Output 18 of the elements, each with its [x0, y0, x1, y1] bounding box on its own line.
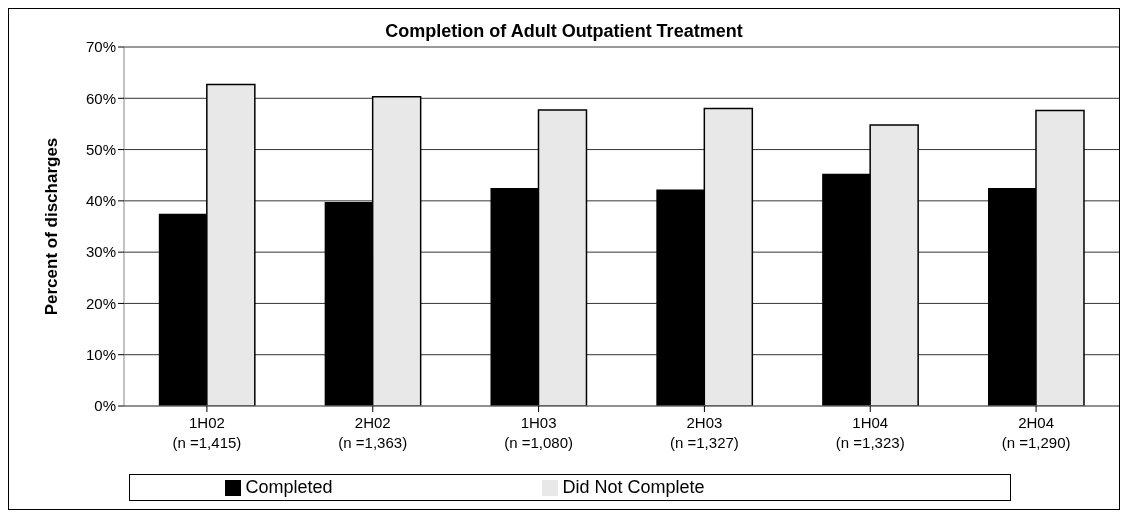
- legend-label: Completed: [245, 477, 333, 497]
- y-tick-label: 60%: [85, 89, 116, 107]
- x-tick-label: 2H02 (n =1,363): [338, 414, 408, 451]
- y-tick-label: 30%: [85, 243, 116, 261]
- chart-title: Completion of Adult Outpatient Treatment: [385, 21, 743, 41]
- y-tick-label: 0%: [94, 397, 116, 415]
- y-tick-label: 40%: [85, 192, 116, 210]
- y-tick-label: 20%: [85, 294, 116, 312]
- y-tick-label: 10%: [85, 346, 116, 364]
- y-tick-label: 50%: [85, 140, 116, 158]
- x-tick-label: 1H04 (n =1,323): [835, 414, 905, 451]
- legend-label: Did Not Complete: [562, 477, 705, 497]
- y-tick-label: 70%: [85, 38, 116, 56]
- x-tick-label: 1H02 (n =1,415): [172, 414, 242, 451]
- y-axis-title: Percent of discharges: [42, 137, 62, 316]
- x-tick-label: 2H03 (n =1,327): [670, 414, 739, 451]
- x-tick-label: 2H04 (n =1,290): [1001, 414, 1071, 451]
- x-tick-label: 1H03 (n =1,080): [504, 414, 573, 451]
